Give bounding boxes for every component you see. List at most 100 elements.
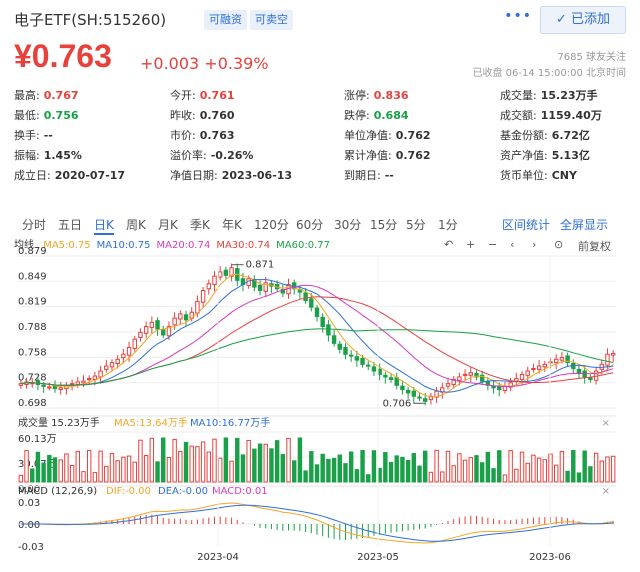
kline-svg[interactable]: 0.8790.8490.8190.7880.7580.7280.6980.871… — [14, 236, 626, 566]
candle-body — [383, 374, 388, 378]
mode-label[interactable]: 均线 — [14, 240, 34, 251]
tab-10[interactable]: 15分 — [370, 218, 398, 232]
reset-icon[interactable]: ⊙ — [554, 238, 564, 251]
candle-body — [417, 396, 422, 399]
short-badge[interactable]: 可卖空 — [250, 10, 293, 30]
tab-9[interactable]: 30分 — [334, 218, 362, 232]
candle-body — [75, 381, 81, 385]
tab-6[interactable]: 年K — [222, 218, 242, 232]
volume-bar — [337, 454, 342, 483]
volume-bar — [149, 437, 155, 483]
volume-bar — [485, 451, 491, 483]
tab-12[interactable]: 1分 — [438, 218, 458, 232]
candle-body — [457, 376, 462, 381]
interval-stats-link[interactable]: 区间统计 — [502, 218, 551, 232]
stat-item: 成立日: 2020-07-17 — [14, 168, 125, 184]
candle-body — [360, 357, 365, 365]
candle-body — [223, 269, 229, 276]
more-icon[interactable]: ••• — [504, 8, 532, 24]
candle-body — [263, 282, 268, 292]
zoom-in-icon[interactable]: + — [466, 238, 476, 251]
volume-bar — [508, 450, 513, 483]
stat-label: 货币单位: — [500, 169, 548, 182]
volume-bar — [297, 437, 303, 483]
stat-value: 0.761 — [199, 89, 235, 102]
volume-bar — [69, 464, 75, 483]
ma-legend-item: MA20:0.74 — [156, 240, 211, 251]
volume-bar — [366, 474, 371, 483]
stat-value: 0.762 — [395, 129, 431, 142]
candle-body — [348, 354, 354, 357]
followers-count[interactable]: 7685 球友关注 — [557, 52, 626, 63]
candle-body — [109, 362, 115, 368]
candle-body — [559, 357, 565, 361]
candle-body — [161, 329, 166, 336]
volume-bar — [542, 459, 548, 483]
date-axis-label: 2023-04 — [197, 552, 239, 563]
close-panel-icon: × — [602, 486, 610, 497]
tab-1[interactable]: 五日 — [58, 218, 83, 232]
volume-bar — [109, 452, 115, 483]
candle-body — [206, 283, 211, 290]
scroll-right-icon[interactable]: › — [532, 238, 537, 251]
candle-body — [337, 343, 342, 350]
tab-3[interactable]: 周K — [126, 218, 146, 232]
undo-icon[interactable]: ↶ — [444, 238, 454, 251]
margin-badge[interactable]: 可融资 — [204, 10, 247, 30]
volume-bar — [417, 465, 422, 483]
add-watchlist-button[interactable]: ✓ 已添加 — [540, 6, 626, 34]
volume-ma10: MA10:16.77万手 — [190, 416, 270, 429]
candle-body — [138, 331, 143, 338]
candle-body — [309, 298, 314, 308]
ma-legend: 均线 MA5:0.75 MA10:0.75 MA20:0.74 MA30:0.74 MA… — [14, 236, 336, 251]
volume-bar — [571, 449, 576, 483]
volume-bar — [257, 443, 263, 483]
zoom-out-icon[interactable]: − — [488, 238, 498, 251]
fullscreen-link[interactable]: 全屏显示 — [560, 218, 609, 232]
stat-label: 涨停: — [344, 89, 370, 102]
stat-value: -- — [384, 169, 394, 182]
tab-7[interactable]: 120分 — [254, 218, 289, 232]
volume-bar — [371, 450, 377, 483]
stat-value: 0.763 — [199, 129, 235, 142]
adjust-select[interactable]: 前复权 — [578, 240, 611, 253]
volume-bar — [183, 441, 189, 483]
high-annotation: 0.871 — [246, 260, 275, 271]
tab-11[interactable]: 5分 — [406, 218, 426, 232]
candle-body — [405, 389, 411, 394]
ma-legend-item: MA30:0.74 — [216, 240, 271, 251]
candle-body — [479, 374, 485, 382]
volume-bar — [519, 451, 525, 483]
stat-value: 2020-07-17 — [54, 169, 126, 182]
stat-label: 累计净值: — [344, 149, 392, 162]
volume-bar — [536, 457, 542, 483]
volume-bar — [178, 450, 183, 483]
candle-body — [183, 314, 189, 321]
tab-0[interactable]: 分时 — [22, 218, 47, 232]
candle-body — [149, 321, 155, 328]
tab-2[interactable]: 日K — [94, 216, 114, 235]
period-tabs: 区间统计 全屏显示 分时 五日 日K 周K 月K 季K 年K 120分 60分 30分 15分 5分 1… — [14, 216, 626, 235]
volume-bar — [326, 458, 331, 483]
tab-4[interactable]: 月K — [158, 218, 178, 232]
current-price: ¥0.763 — [14, 38, 112, 74]
scroll-left-icon[interactable]: ‹ — [510, 238, 515, 251]
volume-bar — [280, 454, 286, 483]
candle-body — [212, 275, 217, 286]
candle-body — [542, 363, 548, 368]
stat-label: 市价: — [170, 129, 196, 142]
price-axis-label: 0.879 — [18, 246, 47, 257]
stat-item: 单位净值: 0.762 — [344, 128, 431, 144]
candle-body — [519, 373, 525, 380]
volume-bar — [121, 456, 126, 483]
volume-bar — [206, 451, 211, 483]
stat-label: 基金份额: — [500, 129, 548, 142]
volume-bar — [457, 453, 462, 483]
candle-body — [354, 356, 360, 361]
candle-body — [548, 361, 553, 364]
tab-5[interactable]: 季K — [190, 218, 210, 232]
candle-body — [41, 384, 46, 387]
stat-value: 0.756 — [43, 109, 79, 122]
tab-8[interactable]: 60分 — [296, 218, 324, 232]
ma-legend-item: MA10:0.75 — [96, 240, 151, 251]
